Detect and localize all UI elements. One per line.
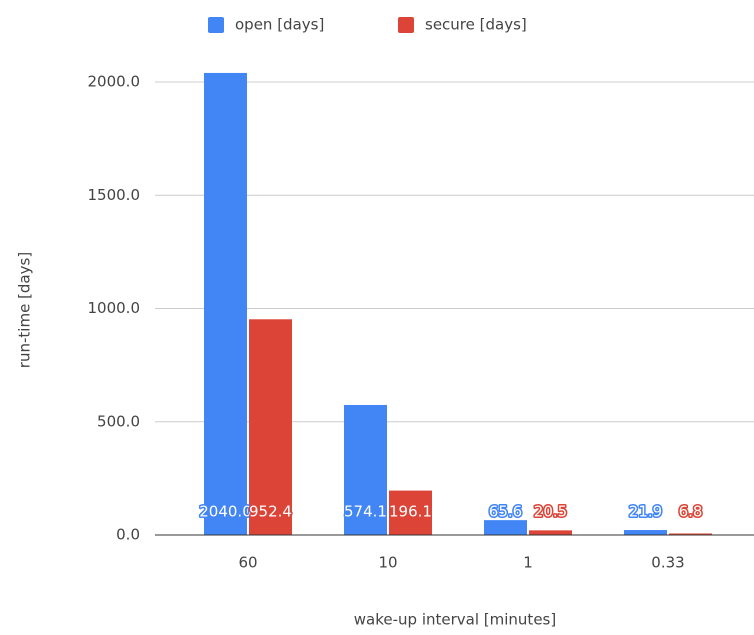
- y-tick-label: 2000.0: [88, 73, 141, 91]
- x-tick-label: 10: [378, 554, 397, 572]
- x-tick-label: 1: [523, 554, 533, 572]
- data-label: 2040.0: [199, 503, 252, 521]
- legend-label: open [days]: [235, 16, 324, 34]
- data-label: 21.9: [629, 503, 662, 521]
- y-tick-label: 500.0: [97, 412, 140, 430]
- legend-swatch: [398, 17, 414, 33]
- data-label: 6.8: [679, 503, 703, 521]
- data-label: 952.4: [249, 503, 292, 521]
- data-label: 20.5: [534, 503, 567, 521]
- bar: [669, 533, 712, 535]
- y-tick-label: 1000.0: [88, 299, 141, 317]
- x-tick-label: 60: [238, 554, 257, 572]
- bar: [204, 72, 247, 535]
- y-tick-label: 1500.0: [88, 186, 141, 204]
- y-axis-title: run-time [days]: [16, 252, 34, 368]
- bar: [249, 319, 292, 535]
- bar: [344, 404, 387, 535]
- data-label: 196.1: [389, 503, 432, 521]
- x-tick-label: 0.33: [651, 554, 684, 572]
- data-label: 65.6: [489, 503, 522, 521]
- bar: [389, 490, 432, 535]
- data-label: 574.1: [344, 503, 387, 521]
- bar: [529, 530, 572, 535]
- bar: [624, 530, 667, 535]
- bar: [484, 520, 527, 535]
- legend-label: secure [days]: [425, 16, 527, 34]
- x-axis-title: wake-up interval [minutes]: [354, 611, 556, 629]
- y-tick-label: 0.0: [116, 526, 140, 544]
- legend-swatch: [208, 17, 224, 33]
